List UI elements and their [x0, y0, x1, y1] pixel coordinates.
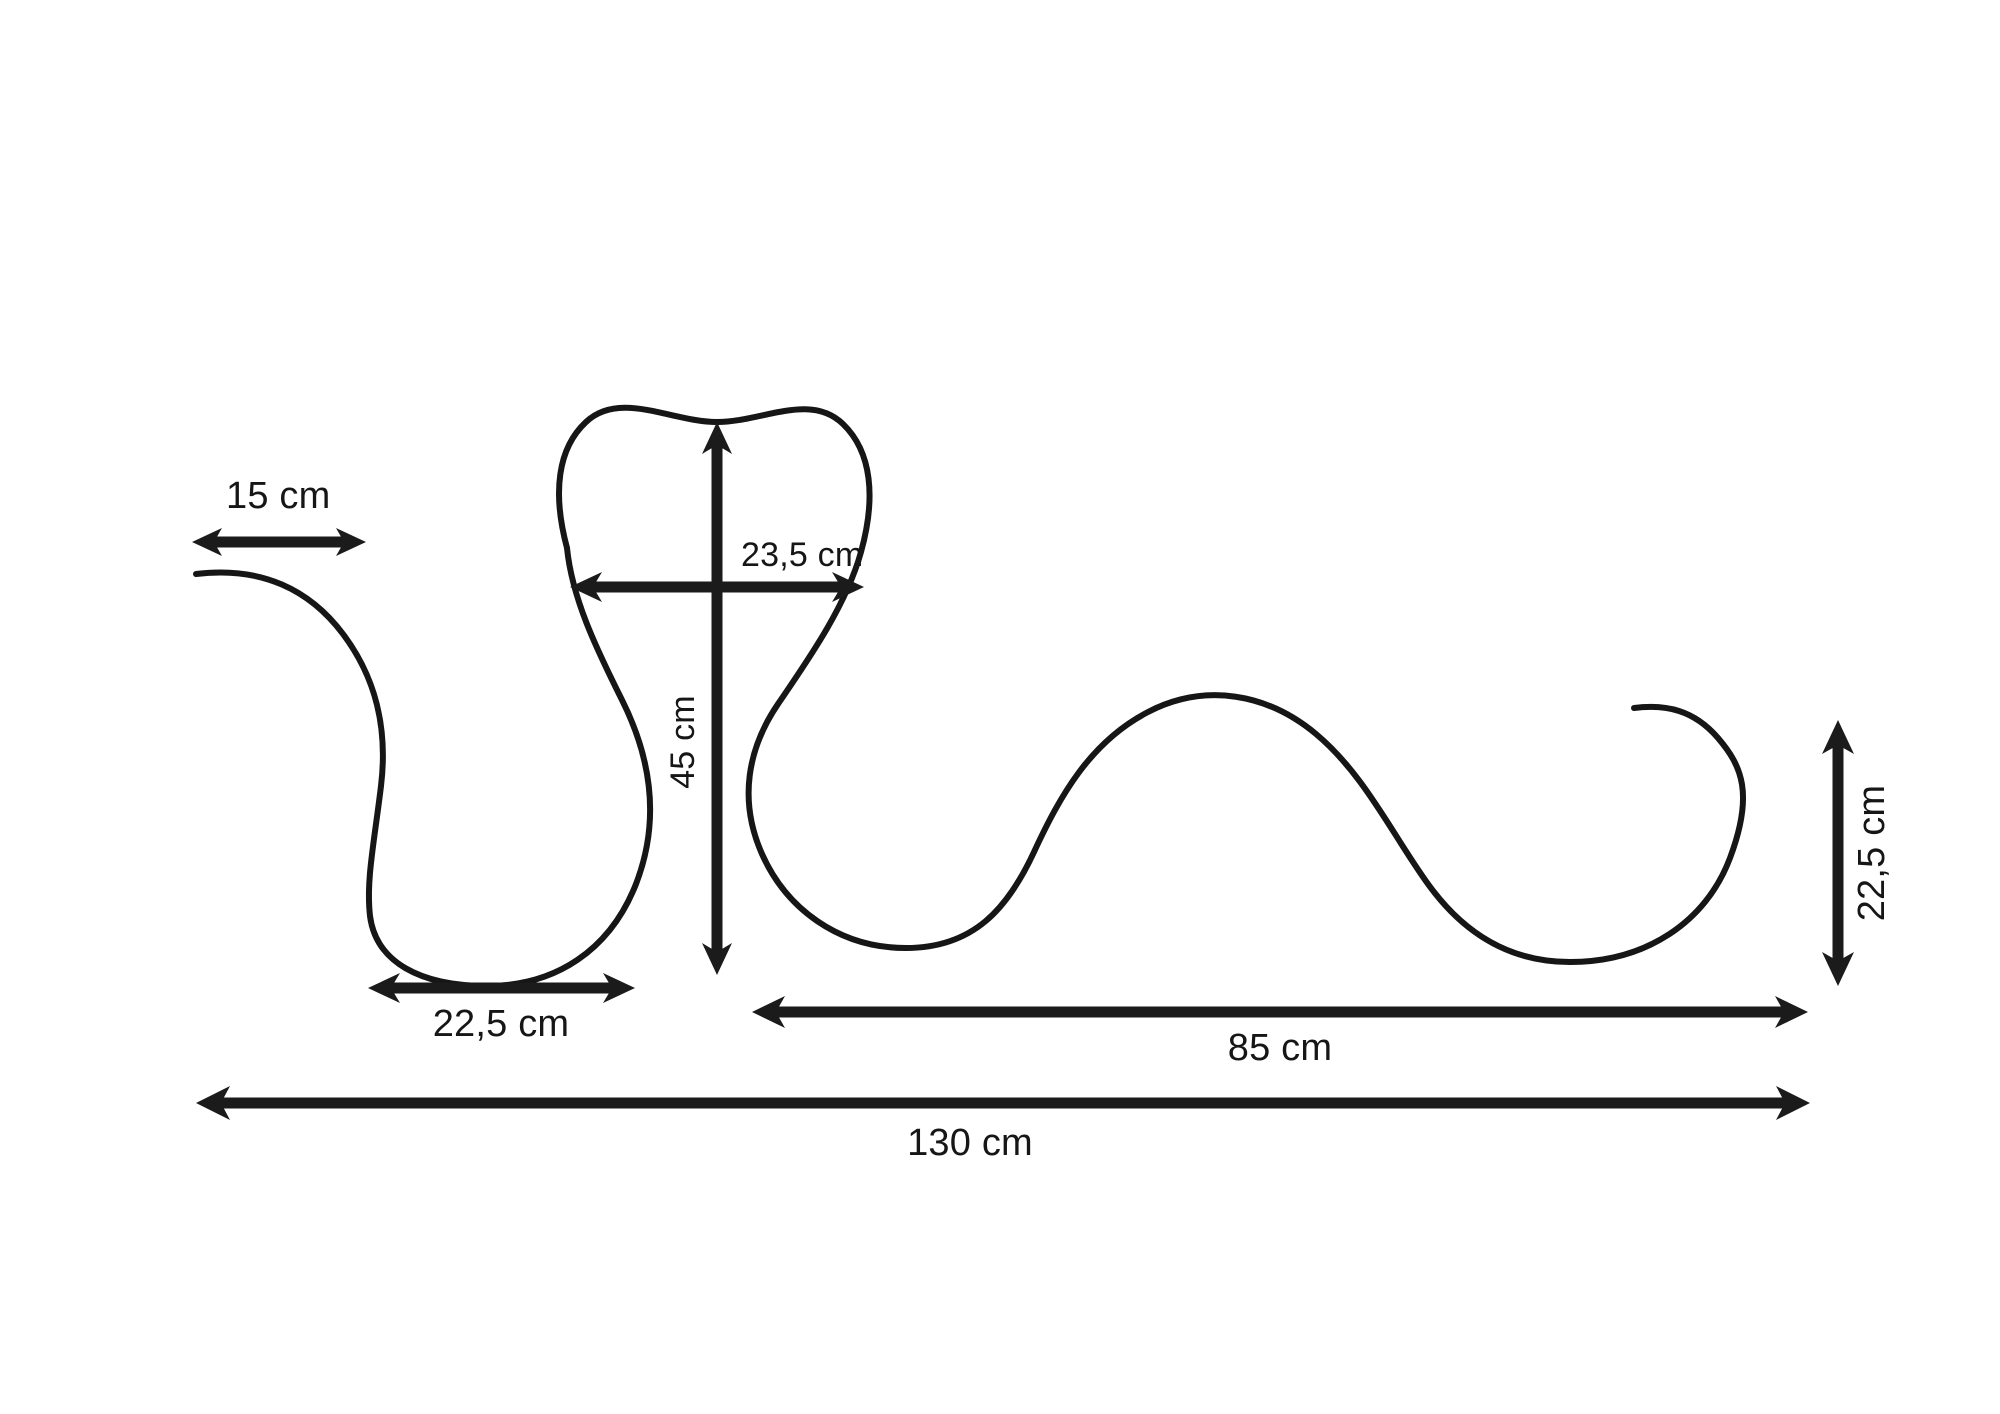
arrow-head-right-235cm [832, 572, 864, 602]
arrow-head-right-130cm [1776, 1086, 1810, 1120]
dimension-curl-height: 22,5 cm [1822, 720, 1893, 986]
arrow-head-top-225cm-right [1822, 720, 1854, 754]
dim-label-225cm-left: 22,5 cm [433, 1003, 570, 1045]
dim-label-235cm: 23,5 cm [741, 536, 863, 574]
dim-label-15cm: 15 cm [226, 475, 330, 517]
arrow-head-right-225cm-left [603, 973, 635, 1003]
snake-head-curl-path [1567, 703, 1746, 965]
arrow-head-left-225cm-left [368, 973, 400, 1003]
dimension-head-height: 45 cm [664, 422, 732, 975]
snake-head-bulb-path [556, 404, 909, 951]
arrow-head-left-85cm [752, 996, 785, 1028]
dim-label-225cm-right: 22,5 cm [1851, 785, 1893, 922]
dimension-loop-width: 22,5 cm [368, 973, 635, 1045]
arrow-head-left-130cm [196, 1086, 230, 1120]
dim-label-45cm: 45 cm [664, 695, 702, 789]
arrow-head-right-85cm [1775, 996, 1808, 1028]
snake-tail-and-left-loop-path [193, 545, 654, 989]
arrow-head-bottom-225cm-right [1822, 952, 1854, 986]
snake-body-s-curve-path [903, 692, 1573, 965]
dimension-total-length: 130 cm [196, 1086, 1810, 1164]
arrow-head-bottom-45cm [702, 943, 732, 975]
arrow-head-left-15cm [192, 528, 222, 556]
arrow-head-right-15cm [336, 528, 366, 556]
dim-label-130cm: 130 cm [907, 1122, 1033, 1164]
snake-outline-group [193, 404, 1746, 989]
arrow-head-top-45cm [702, 422, 732, 454]
dimension-body-length: 85 cm [752, 996, 1808, 1069]
dim-label-85cm: 85 cm [1228, 1027, 1332, 1069]
dimension-tail-width: 15 cm [192, 475, 366, 556]
arrow-head-left-235cm [570, 572, 602, 602]
